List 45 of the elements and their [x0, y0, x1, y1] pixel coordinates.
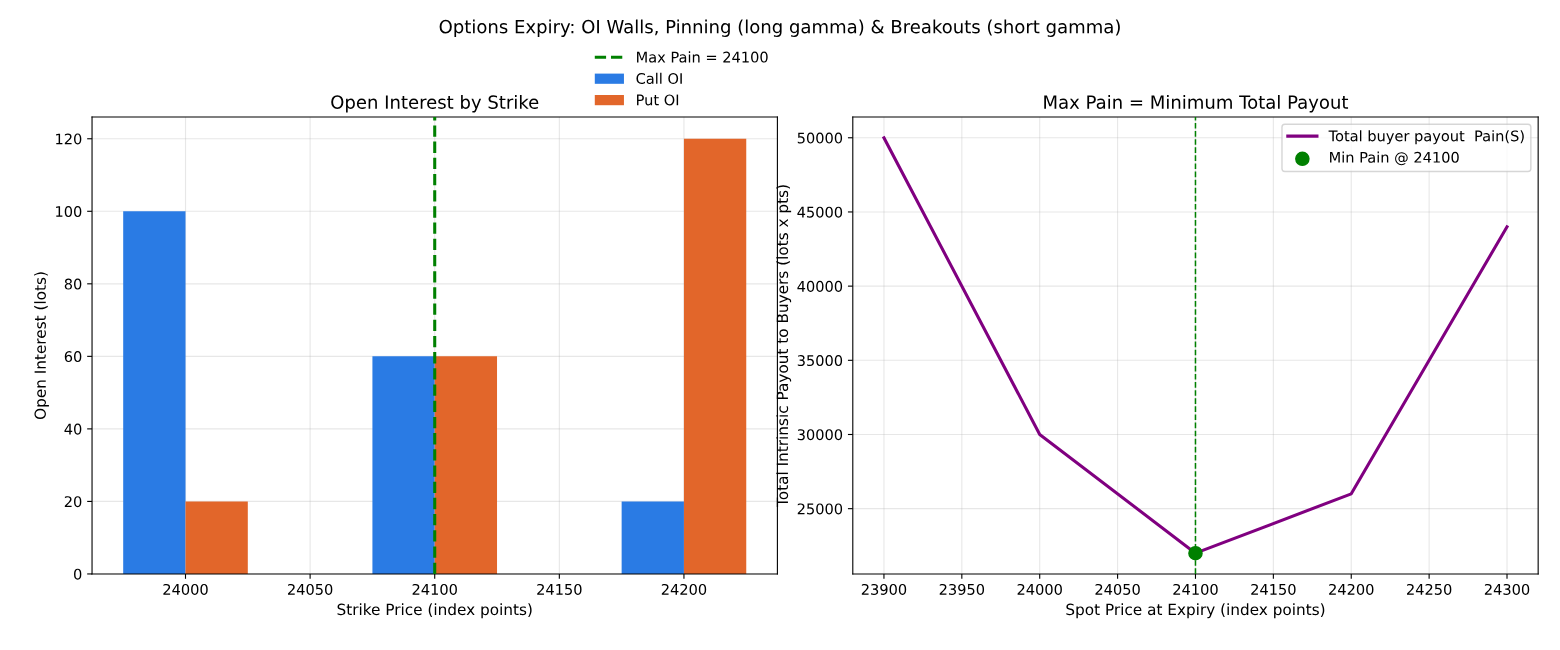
- text: Options Expiry: OI Walls, Pinning (long gamma) & Breakouts (short gamma): [439, 19, 1120, 37]
- y-tick-label: 50000: [797, 132, 843, 144]
- y-tick-label: 40000: [797, 280, 843, 292]
- y-tick-label: 30000: [797, 429, 843, 441]
- bar: [683, 138, 747, 574]
- x-tick-label: 23900: [861, 583, 907, 595]
- chart-title: Max Pain = Minimum Total Payout: [1044, 94, 1349, 113]
- x-tick-label: 24250: [1407, 583, 1452, 595]
- y-tick-label: 60: [64, 351, 82, 363]
- x-tick-label: 24300: [1484, 583, 1530, 595]
- x-tick-label: 24150: [1251, 583, 1296, 595]
- bar: [621, 501, 684, 574]
- x-axis-title: Strike Price (index points): [337, 603, 532, 619]
- legend-label: Max Pain = 24100: [637, 51, 768, 63]
- x-tick-label: 24200: [661, 583, 707, 595]
- legend-label: Call OI: [636, 72, 682, 85]
- chart-title: Open Interest by Strike: [331, 94, 539, 113]
- bar: [123, 211, 186, 574]
- y-tick-label: 20: [64, 496, 82, 508]
- x-axis-title: Spot Price at Expiry (index points): [1066, 603, 1325, 619]
- legend-label: Min Pain @ 24100: [1330, 151, 1459, 166]
- x-tick-label: 24050: [1095, 583, 1140, 595]
- y-tick-label: 25000: [797, 503, 843, 515]
- y-axis-title: Open Interest (lots): [34, 272, 49, 420]
- y-tick-label: 35000: [797, 355, 843, 367]
- x-tick-label: 24000: [1017, 583, 1062, 595]
- bar: [372, 356, 435, 574]
- bar: [185, 501, 248, 574]
- x-tick-label: 24100: [1173, 583, 1218, 595]
- x-tick-label: 24200: [1329, 583, 1374, 595]
- x-tick-label: 24050: [287, 583, 333, 595]
- y-axis-title: Total Intrinsic Payout to Buyers (lots x pts): [776, 185, 792, 507]
- y-tick-label: 120: [56, 133, 82, 145]
- y-tick-label: 100: [56, 206, 82, 218]
- legend-label: Total buyer payout Pain(S): [1328, 130, 1524, 145]
- x-tick-label: 23950: [939, 583, 985, 595]
- x-tick-label: 24100: [412, 583, 457, 595]
- y-tick-label: 40: [64, 423, 82, 435]
- y-tick-label: 0: [74, 568, 82, 580]
- x-tick-label: 24000: [163, 583, 208, 595]
- legend-label: Put OI: [637, 94, 679, 106]
- bar: [434, 356, 498, 574]
- y-tick-label: 80: [64, 278, 82, 290]
- y-tick-label: 45000: [797, 206, 843, 218]
- x-tick-label: 24150: [537, 583, 582, 595]
